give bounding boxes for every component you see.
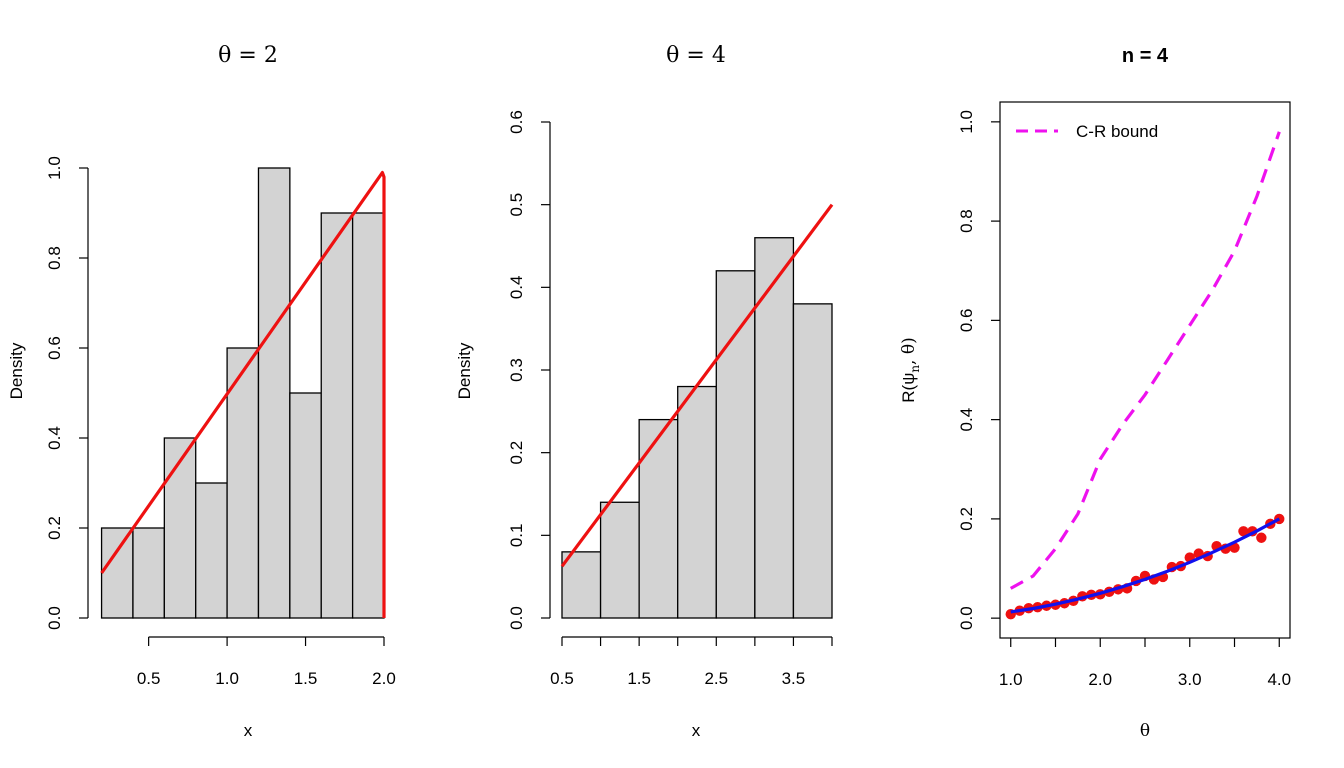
y-tick-label: 0.1 (507, 524, 526, 548)
histogram-bar (792, 303, 833, 619)
panel2-y-axis: 0.0 0.1 0.2 0.3 0.4 0.5 0.6 (507, 110, 551, 630)
histogram-bar (195, 482, 228, 619)
panel2-x-label: x (692, 721, 701, 740)
x-tick-label: 1.5 (627, 669, 651, 688)
y-tick-label: 0.2 (45, 516, 64, 540)
y-tick-label: 0.4 (507, 276, 526, 300)
histogram-bar (351, 212, 385, 619)
panel2-density-line (560, 203, 834, 568)
y-tick-label: 0.8 (957, 209, 976, 233)
panel3-legend: C-R bound (1016, 122, 1158, 141)
panel3-y-axis: 0.0 0.2 0.4 0.6 0.8 1.0 (957, 110, 1000, 630)
histogram-bar (677, 385, 717, 619)
y-tick-label: 1.0 (45, 156, 64, 180)
y-tick-label: 0.4 (45, 426, 64, 450)
panel2-bars (561, 237, 833, 619)
histogram-bar (320, 212, 354, 619)
panel2-x-axis: 0.5 1.5 2.5 3.5 (550, 636, 833, 688)
x-tick-label: 4.0 (1267, 670, 1291, 689)
y-tick-label: 0.0 (45, 606, 64, 630)
panel2-title: θ = 4 (666, 43, 726, 68)
y-tick-label: 0.0 (957, 606, 976, 630)
panel3-x-label: θ (1140, 721, 1150, 741)
panel1-x-label: x (244, 721, 253, 740)
panel3-fit-line (1010, 517, 1281, 614)
x-tick-label: 3.0 (1178, 670, 1202, 689)
panel3-y-label-sub: n (908, 365, 922, 373)
panel3-x-axis: 1.0 2.0 3.0 4.0 (999, 638, 1291, 689)
panel-risk-vs-theta: n = 4 1.0 2.0 3.0 4.0 0.0 0.2 0.4 0.6 0.8 1.0 C-… (899, 45, 1291, 741)
histogram-bar (226, 347, 260, 619)
x-tick-label: 2.5 (704, 669, 728, 688)
fitted-risk-curve (1010, 517, 1281, 614)
x-tick-label: 1.0 (999, 670, 1023, 689)
panel1-y-label: Density (7, 342, 26, 399)
histogram-bar (289, 392, 322, 619)
x-tick-label: 3.5 (782, 669, 806, 688)
x-tick-label: 0.5 (550, 669, 574, 688)
histogram-bar (715, 270, 756, 619)
x-tick-label: 0.5 (137, 669, 161, 688)
density-curve (100, 170, 386, 618)
y-tick-label: 0.6 (957, 309, 976, 333)
panel3-cr-bound-line (1009, 131, 1281, 590)
y-tick-label: 0.6 (45, 336, 64, 360)
histogram-bar (561, 551, 602, 619)
histogram-bar (257, 167, 291, 619)
y-tick-label: 0.2 (957, 507, 976, 531)
panel1-density-line (100, 170, 386, 618)
panel3-plot-box (999, 101, 1291, 639)
histogram-bar (132, 527, 165, 619)
histogram-bar (163, 437, 197, 619)
x-tick-label: 2.0 (372, 669, 396, 688)
histogram-bar (638, 418, 679, 619)
panel3-y-label-tail: , θ) (899, 337, 919, 365)
histogram-bar (599, 501, 640, 619)
panel1-bars (100, 167, 385, 619)
panel1-y-axis: 0.0 0.2 0.4 0.6 0.8 1.0 (45, 156, 89, 630)
y-tick-label: 0.4 (957, 408, 976, 432)
panel3-y-label: R(ψn, θ) (899, 337, 922, 402)
risk-point (1256, 532, 1267, 543)
panel2-y-label: Density (455, 342, 474, 399)
y-tick-label: 0.3 (507, 358, 526, 382)
x-tick-label: 1.0 (215, 669, 239, 688)
panel-histogram-theta-4: θ = 4 0.5 1.5 2.5 3.5 0.0 0.1 0.2 0.3 0.4 0.5 0.6… (455, 43, 834, 740)
x-tick-label: 1.5 (294, 669, 318, 688)
panel3-y-label-main: R(ψ (899, 373, 918, 403)
risk-point (1238, 526, 1249, 537)
cr-bound-curve (1009, 131, 1281, 590)
panel3-title: n = 4 (1122, 45, 1169, 67)
legend-label-cr-bound: C-R bound (1076, 122, 1158, 141)
y-tick-label: 0.6 (507, 110, 526, 134)
y-tick-label: 0.5 (507, 193, 526, 217)
panel1-title: θ = 2 (218, 43, 278, 68)
y-tick-label: 0.0 (507, 606, 526, 630)
y-tick-label: 1.0 (957, 110, 976, 134)
x-tick-label: 2.0 (1088, 670, 1112, 689)
histogram-bar (754, 237, 795, 619)
y-tick-label: 0.2 (507, 441, 526, 465)
y-tick-label: 0.8 (45, 246, 64, 270)
panel3-points (1005, 513, 1285, 620)
panel-histogram-theta-2: θ = 2 0.5 1.0 1.5 2.0 0.00.20.40.60.81.0 x … (7, 43, 396, 740)
density-curve (560, 203, 834, 568)
histogram-bar (100, 527, 134, 619)
panel1-x-axis: 0.5 1.0 1.5 2.0 (137, 636, 396, 688)
